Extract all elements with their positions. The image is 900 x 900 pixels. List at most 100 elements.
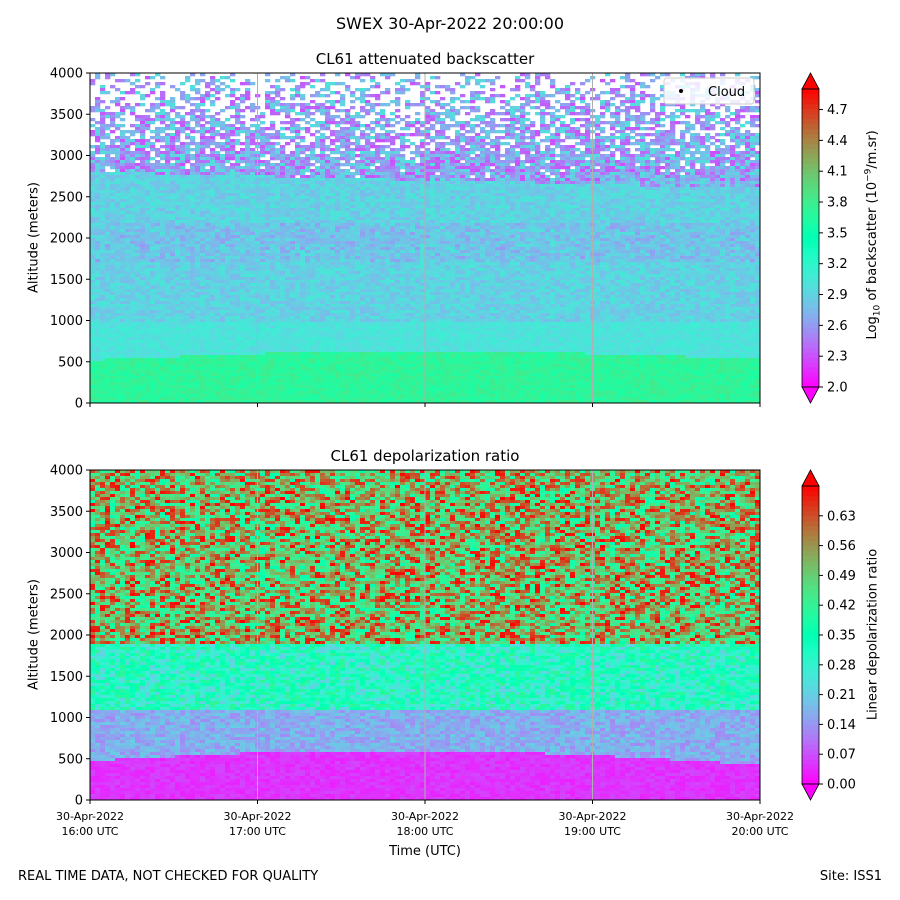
heatmap-cell <box>190 202 196 206</box>
heatmap-cell <box>140 139 146 143</box>
heatmap-cell <box>235 181 241 185</box>
heatmap-cell <box>570 184 576 188</box>
heatmap-cell <box>320 205 326 209</box>
heatmap-cell <box>595 151 601 155</box>
heatmap-cell <box>230 142 236 146</box>
heatmap-cell <box>435 205 441 209</box>
heatmap-cell <box>315 109 321 113</box>
heatmap-cell <box>450 115 456 119</box>
heatmap-cell <box>540 220 546 224</box>
heatmap-cell <box>480 172 486 176</box>
heatmap-cell <box>125 202 131 206</box>
heatmap-cell <box>340 202 346 206</box>
heatmap-cell <box>210 124 216 128</box>
heatmap-cell <box>295 127 301 131</box>
heatmap-cell <box>95 127 101 131</box>
heatmap-cell <box>650 169 656 173</box>
heatmap-cell <box>675 109 681 113</box>
heatmap-cell <box>280 88 286 92</box>
heatmap-cell <box>475 97 481 101</box>
heatmap-cell <box>425 130 431 134</box>
heatmap-cell <box>350 166 356 170</box>
heatmap-cell <box>390 118 396 122</box>
heatmap-cell <box>550 160 556 164</box>
heatmap-cell <box>475 193 481 197</box>
heatmap-cell <box>180 154 186 158</box>
heatmap-cell <box>350 136 356 140</box>
heatmap-cell <box>525 103 531 107</box>
heatmap-cell <box>125 190 131 194</box>
heatmap-cell <box>670 154 676 158</box>
heatmap-cell <box>330 211 336 215</box>
heatmap-cell <box>155 166 161 170</box>
heatmap-cell <box>570 211 576 215</box>
heatmap-cell <box>90 160 96 164</box>
heatmap-cell <box>360 97 366 101</box>
heatmap-cell <box>275 88 281 92</box>
heatmap-cell <box>115 205 121 209</box>
heatmap-cell <box>350 211 356 215</box>
heatmap-cell <box>190 85 196 89</box>
heatmap-cell <box>680 73 686 77</box>
heatmap-cell <box>730 220 736 224</box>
heatmap-cell <box>515 133 521 137</box>
heatmap-cell <box>190 157 196 161</box>
heatmap-cell <box>730 127 736 131</box>
heatmap-cell <box>205 220 211 224</box>
heatmap-cell <box>155 196 161 200</box>
heatmap-cell <box>690 133 696 137</box>
heatmap-cell <box>295 196 301 200</box>
heatmap-cell <box>455 142 461 146</box>
heatmap-cell <box>525 73 531 77</box>
heatmap-cell <box>610 163 616 167</box>
heatmap-cell <box>365 208 371 212</box>
heatmap-cell <box>360 136 366 140</box>
heatmap-cell <box>190 220 196 224</box>
heatmap-cell <box>405 199 411 203</box>
heatmap-cell <box>640 100 646 104</box>
heatmap-cell <box>95 121 101 125</box>
heatmap-cell <box>190 88 196 92</box>
heatmap-cell <box>755 178 761 182</box>
heatmap-cell <box>230 178 236 182</box>
heatmap-cell <box>330 148 336 152</box>
heatmap-cell <box>450 142 456 146</box>
heatmap-cell <box>420 154 426 158</box>
heatmap-cell <box>390 187 396 191</box>
heatmap-cell <box>295 193 301 197</box>
heatmap-cell <box>325 184 331 188</box>
heatmap-cell <box>460 199 466 203</box>
heatmap-cell <box>555 169 561 173</box>
heatmap-cell <box>530 88 536 92</box>
heatmap-cell <box>735 154 741 158</box>
heatmap-cell <box>340 103 346 107</box>
heatmap-cell <box>260 178 266 182</box>
heatmap-cell <box>290 127 296 131</box>
heatmap-cell <box>135 178 141 182</box>
heatmap-cell <box>480 85 486 89</box>
heatmap-cell <box>130 181 136 185</box>
heatmap-cell <box>415 190 421 194</box>
heatmap-cell <box>110 214 116 218</box>
heatmap-cell <box>135 205 141 209</box>
heatmap-cell <box>115 214 121 218</box>
heatmap-cell <box>400 199 406 203</box>
heatmap-cell <box>275 184 281 188</box>
heatmap-cell <box>740 199 746 203</box>
heatmap-cell <box>270 181 276 185</box>
heatmap-cell <box>370 181 376 185</box>
heatmap-cell <box>570 151 576 155</box>
heatmap-cell <box>300 199 306 203</box>
heatmap-cell <box>750 181 756 185</box>
heatmap-cell <box>710 103 716 107</box>
heatmap-cell <box>585 202 591 206</box>
heatmap-cell <box>295 190 301 194</box>
heatmap-cell <box>645 193 651 197</box>
heatmap-cell <box>600 112 606 116</box>
heatmap-cell <box>620 190 626 194</box>
heatmap-cell <box>705 214 711 218</box>
heatmap-cell <box>130 211 136 215</box>
heatmap-cell <box>235 115 241 119</box>
heatmap-cell <box>500 199 506 203</box>
heatmap-cell <box>175 172 181 176</box>
